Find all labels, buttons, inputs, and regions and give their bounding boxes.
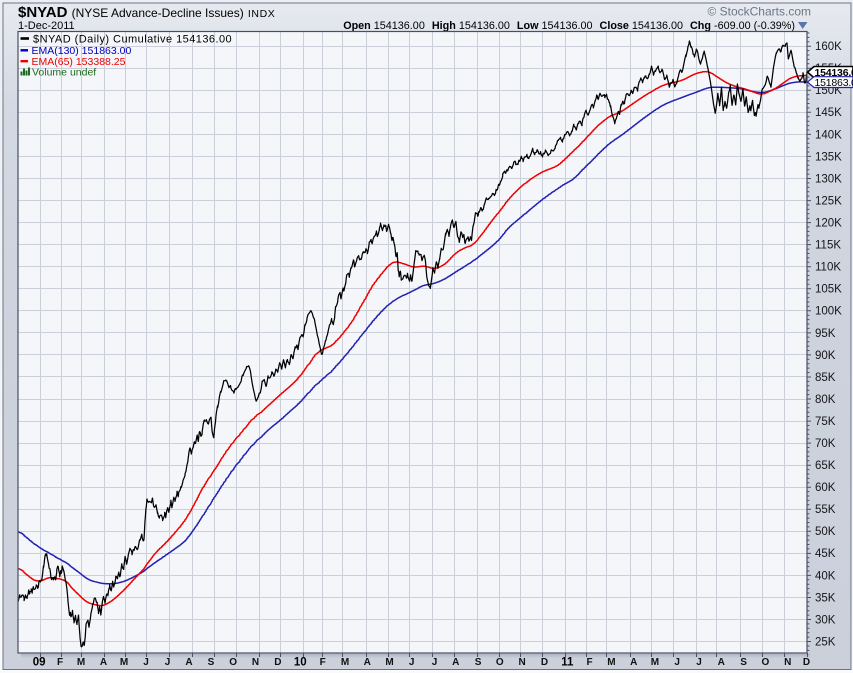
svg-text:A: A [364,657,371,668]
svg-text:J: J [432,657,438,668]
svg-text:35K: 35K [815,592,836,604]
svg-text:A: A [718,657,725,668]
svg-text:135K: 135K [815,151,842,163]
svg-text:1-Dec-2011: 1-Dec-2011 [18,20,75,32]
svg-text:N: N [252,657,259,668]
svg-text:O: O [762,657,770,668]
svg-text:120K: 120K [815,218,842,230]
svg-text:M: M [607,657,615,668]
svg-text:A: A [185,657,192,668]
svg-text:50K: 50K [815,526,836,538]
svg-text:M: M [651,657,659,668]
svg-text:F: F [320,657,326,668]
svg-text:Volume undef: Volume undef [32,67,96,79]
svg-text:40K: 40K [815,570,836,582]
svg-text:95K: 95K [815,328,836,340]
svg-text:J: J [696,657,702,668]
svg-text:D: D [274,657,281,668]
svg-text:J: J [674,657,680,668]
svg-text:100K: 100K [815,306,842,318]
svg-text:S: S [740,657,747,668]
svg-text:D: D [541,657,548,668]
svg-text:N: N [784,657,791,668]
svg-text:145K: 145K [815,107,842,119]
svg-text:M: M [341,657,349,668]
svg-text:115K: 115K [815,240,841,252]
svg-text:J: J [409,657,415,668]
svg-text:30K: 30K [815,614,836,626]
svg-text:A: A [630,657,637,668]
svg-text:F: F [57,657,63,668]
svg-text:EMA(130) 151863.00: EMA(130) 151863.00 [32,45,132,57]
svg-text:J: J [143,657,149,668]
svg-text:140K: 140K [815,129,842,141]
svg-text:A: A [452,657,459,668]
svg-text:S: S [475,657,482,668]
svg-text:150K: 150K [815,85,842,97]
svg-text:Open 154136.00 High 154136.00: Open 154136.00 High 154136.00 Low 154136… [343,20,795,32]
svg-text:EMA(65) 153388.25: EMA(65) 153388.25 [32,56,126,68]
svg-text:110K: 110K [815,262,841,274]
svg-text:85K: 85K [815,372,836,384]
svg-text:45K: 45K [815,548,836,560]
svg-text:10: 10 [294,657,307,669]
svg-text:A: A [100,657,107,668]
svg-text:105K: 105K [815,284,842,296]
svg-text:130K: 130K [815,173,842,185]
svg-text:90K: 90K [815,350,836,362]
svg-text:151863.00: 151863.00 [815,77,853,89]
svg-text:J: J [165,657,171,668]
svg-text:70K: 70K [815,438,836,450]
svg-text:65K: 65K [815,460,836,472]
svg-text:O: O [496,657,504,668]
svg-text:80K: 80K [815,394,836,406]
svg-text:60K: 60K [815,482,836,494]
svg-text:O: O [229,657,237,668]
svg-text:M: M [77,657,85,668]
svg-text:160K: 160K [815,41,842,53]
svg-text:M: M [120,657,128,668]
svg-text:$NYAD (NYSE Advance-Decline Is: $NYAD (NYSE Advance-Decline Issues) INDX [18,4,275,21]
svg-text:25K: 25K [815,636,836,648]
svg-text:N: N [518,657,525,668]
svg-text:D: D [803,657,810,668]
svg-text:09: 09 [33,657,46,669]
svg-text:55K: 55K [815,504,836,516]
svg-text:75K: 75K [815,416,836,428]
svg-text:© StockCharts.com: © StockCharts.com [707,5,811,19]
svg-text:125K: 125K [815,196,842,208]
svg-text:M: M [385,657,393,668]
svg-text:$NYAD (Daily) Cumulative 15413: $NYAD (Daily) Cumulative 154136.00 [33,33,232,45]
svg-text:S: S [208,657,215,668]
svg-text:11: 11 [561,657,574,669]
svg-text:F: F [587,657,593,668]
